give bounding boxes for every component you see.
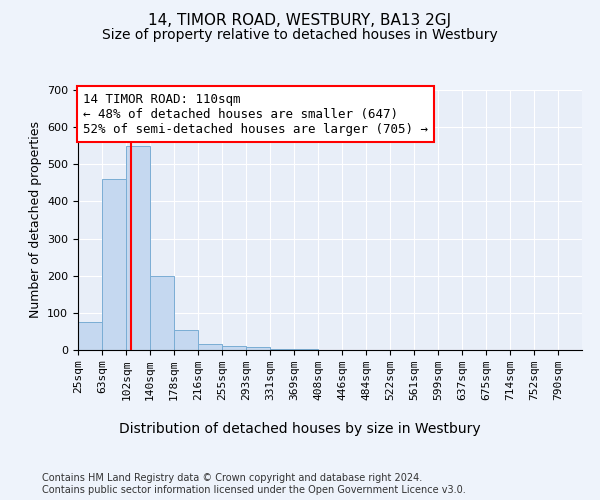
Bar: [150, 276, 174, 350]
Bar: [102, 179, 127, 350]
Text: 14 TIMOR ROAD: 110sqm
← 48% of detached houses are smaller (647)
52% of semi-det: 14 TIMOR ROAD: 110sqm ← 48% of detached …: [83, 92, 428, 136]
Bar: [174, 330, 198, 350]
Bar: [78, 322, 102, 350]
Y-axis label: Number of detached properties: Number of detached properties: [29, 122, 41, 318]
Bar: [246, 347, 270, 350]
Text: Size of property relative to detached houses in Westbury: Size of property relative to detached ho…: [102, 28, 498, 42]
Text: Contains HM Land Registry data © Crown copyright and database right 2024.
Contai: Contains HM Land Registry data © Crown c…: [42, 474, 466, 495]
Bar: [127, 146, 150, 350]
Bar: [270, 348, 294, 350]
Text: 14, TIMOR ROAD, WESTBURY, BA13 2GJ: 14, TIMOR ROAD, WESTBURY, BA13 2GJ: [148, 12, 452, 28]
Bar: [198, 344, 223, 350]
Bar: [223, 346, 246, 350]
Text: Distribution of detached houses by size in Westbury: Distribution of detached houses by size …: [119, 422, 481, 436]
